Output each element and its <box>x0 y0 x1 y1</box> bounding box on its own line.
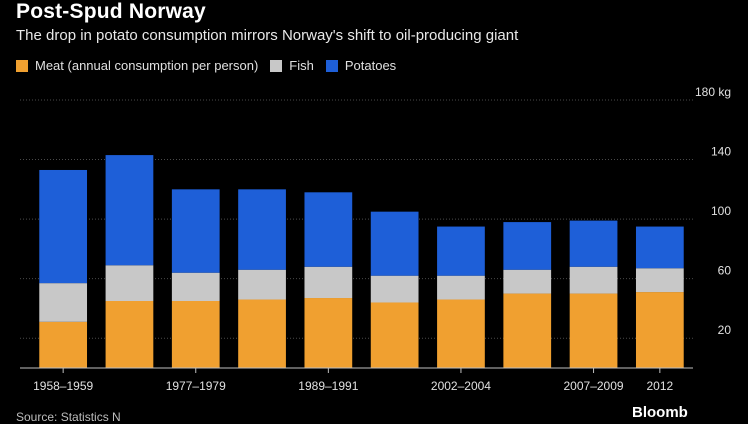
legend-item-fish: Fish <box>270 58 314 73</box>
chart-legend: Meat (annual consumption per person) Fis… <box>16 58 408 73</box>
y-tick-label: 100 <box>711 204 731 218</box>
bar-segment-potatoes <box>503 222 552 270</box>
bar-segment-potatoes <box>437 226 485 276</box>
bar-segment-meat <box>437 299 485 368</box>
y-tick-label: 60 <box>718 264 732 278</box>
bar-segment-potatoes <box>238 189 286 270</box>
bar-segment-fish <box>105 265 154 301</box>
x-tick-label: 1958–1959 <box>33 379 93 393</box>
bar-segment-fish <box>304 266 353 299</box>
y-tick-label: 180 kg <box>695 85 731 99</box>
bar-segment-potatoes <box>569 220 618 267</box>
legend-swatch-potatoes <box>325 59 338 72</box>
bar-segment-meat <box>39 321 88 368</box>
legend-label-potatoes: Potatoes <box>344 58 397 73</box>
bar-segment-meat <box>370 302 419 368</box>
legend-label-meat: Meat (annual consumption per person) <box>35 58 259 73</box>
source-note: Source: Statistics N <box>16 410 121 424</box>
x-tick-label: 1977–1979 <box>166 379 226 393</box>
bar-segment-fish <box>569 266 618 294</box>
y-tick-label: 20 <box>718 323 732 337</box>
bar-segment-meat <box>569 293 618 368</box>
legend-item-potatoes: Potatoes <box>325 58 397 73</box>
bar-segment-potatoes <box>635 226 684 269</box>
bar-segment-fish <box>503 269 552 294</box>
bar-segment-fish <box>437 275 485 300</box>
bar-segment-potatoes <box>304 192 353 267</box>
bar-segment-meat <box>635 292 684 368</box>
x-tick-label: 2007–2009 <box>564 379 624 393</box>
bar-segment-meat <box>171 301 220 368</box>
bar-segment-potatoes <box>370 211 419 276</box>
chart-subtitle: The drop in potato consumption mirrors N… <box>16 27 519 44</box>
brand-logo: Bloomb <box>632 404 688 421</box>
bar-segment-fish <box>238 269 286 300</box>
legend-item-meat: Meat (annual consumption per person) <box>16 58 258 73</box>
x-tick-label: 1989–1991 <box>298 379 358 393</box>
y-tick-label: 140 <box>711 145 731 159</box>
bar-segment-meat <box>105 301 154 368</box>
bar-segment-fish <box>635 268 684 293</box>
x-tick-label: 2012 <box>646 379 673 393</box>
bar-segment-meat <box>304 298 353 368</box>
legend-label-fish: Fish <box>289 58 314 73</box>
bar-segment-potatoes <box>171 189 220 273</box>
bar-segment-meat <box>238 299 286 368</box>
legend-swatch-meat <box>16 59 28 72</box>
bar-segment-fish <box>370 275 419 303</box>
bar-segment-fish <box>171 272 220 301</box>
bar-segment-potatoes <box>39 169 88 284</box>
bar-segment-meat <box>503 293 552 368</box>
chart-title: Post-Spud Norway <box>16 0 206 23</box>
legend-swatch-fish <box>270 59 283 72</box>
x-tick-label: 2002–2004 <box>431 379 491 393</box>
bar-segment-potatoes <box>105 155 154 266</box>
bar-segment-fish <box>39 283 88 322</box>
